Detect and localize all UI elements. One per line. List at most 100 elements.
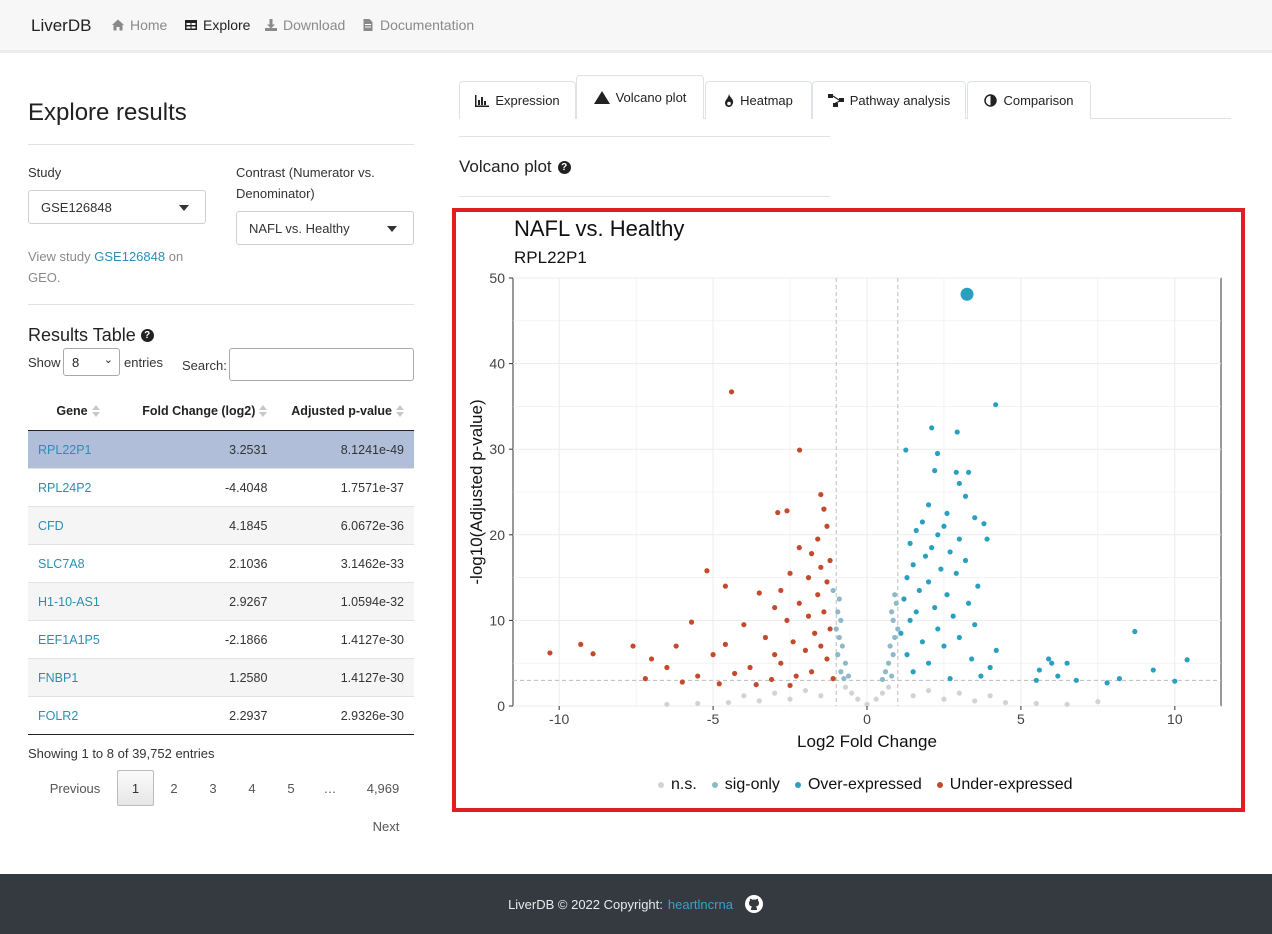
contrast-select-value: NAFL vs. Healthy xyxy=(249,221,350,236)
mountain-icon xyxy=(593,91,610,104)
pagination-page-5[interactable]: 5 xyxy=(287,780,295,796)
pagination-next[interactable]: Next xyxy=(372,818,400,834)
column-header-fold-change[interactable]: Fold Change (log2) xyxy=(128,391,278,431)
fold-change-cell: 1.2580 xyxy=(128,658,278,697)
nav-home-label: Home xyxy=(130,17,168,33)
tab-label: Volcano plot xyxy=(615,90,687,105)
table-row[interactable]: FOLR2 2.2937 2.9326e-30 xyxy=(28,696,414,735)
results-title-text: Results Table xyxy=(28,325,136,345)
fold-change-cell: 4.1845 xyxy=(128,506,278,545)
view-study-suffix: on xyxy=(168,249,184,264)
gene-link[interactable]: RPL24P2 xyxy=(38,480,92,495)
divider xyxy=(28,144,414,145)
p-value-cell: 8.1241e-49 xyxy=(277,430,414,469)
fold-change-cell: -4.4048 xyxy=(128,468,278,507)
tab-volcano-plot[interactable]: Volcano plot xyxy=(576,75,704,119)
tab-expression[interactable]: Expression xyxy=(459,81,576,119)
table-row[interactable]: FNBP1 1.2580 1.4127e-30 xyxy=(28,658,414,697)
p-value-cell: 2.9326e-30 xyxy=(277,696,414,735)
gene-link[interactable]: SLC7A8 xyxy=(38,556,85,571)
plot-title: NAFL vs. Healthy xyxy=(514,216,685,241)
table-row[interactable]: H1-10-AS1 2.9267 1.0594e-32 xyxy=(28,582,414,621)
nav-download[interactable]: Download xyxy=(264,17,345,33)
table-row[interactable]: SLC7A8 2.1036 3.1462e-33 xyxy=(28,544,414,583)
legend-label: n.s. xyxy=(671,776,697,793)
table-row[interactable]: EEF1A1P5 -2.1866 1.4127e-30 xyxy=(28,620,414,659)
network-icon xyxy=(827,94,844,107)
volcano-plot-panel xyxy=(452,208,1245,812)
legend-swatch-over-expressed xyxy=(794,782,801,788)
table-row[interactable]: RPL24P2 -4.4048 1.7571e-37 xyxy=(28,468,414,507)
nav-download-label: Download xyxy=(283,17,346,33)
column-header-gene[interactable]: Gene xyxy=(28,391,128,431)
tab-label: Expression xyxy=(495,93,560,108)
page-title: Explore results xyxy=(28,99,187,126)
p-value-cell: 1.4127e-30 xyxy=(277,620,414,659)
p-value-cell: 3.1462e-33 xyxy=(277,544,414,583)
table-row[interactable]: CFD 4.1845 6.0672e-36 xyxy=(28,506,414,545)
section-title: Volcano plot ? xyxy=(459,157,571,177)
fold-change-cell: 2.9267 xyxy=(128,582,278,621)
section-title-text: Volcano plot xyxy=(459,157,552,176)
view-study-line2: GEO. xyxy=(28,270,61,285)
gene-link[interactable]: CFD xyxy=(38,518,64,533)
pagination-page-3[interactable]: 3 xyxy=(209,780,217,796)
bar-chart-icon xyxy=(475,94,490,107)
download-icon xyxy=(265,19,277,31)
tab-comparison[interactable]: Comparison xyxy=(967,81,1091,119)
pagination-page-last[interactable]: 4,969 xyxy=(366,780,400,796)
fire-icon xyxy=(725,94,734,107)
contrast-label-line1: Contrast (Numerator vs. xyxy=(236,165,375,180)
fold-change-cell: 3.2531 xyxy=(128,430,278,469)
entries-length-select[interactable]: 8 ⌄ xyxy=(63,348,120,376)
show-label: Show xyxy=(28,355,61,370)
footer-link[interactable]: heartlncrna xyxy=(667,896,733,912)
study-select-value: GSE126848 xyxy=(41,200,112,215)
gene-link[interactable]: EEF1A1P5 xyxy=(38,632,100,647)
pagination-previous[interactable]: Previous xyxy=(49,780,101,796)
gene-link[interactable]: FOLR2 xyxy=(38,708,79,723)
home-icon xyxy=(112,19,124,31)
pagination-page-2[interactable]: 2 xyxy=(170,780,178,796)
nav-documentation[interactable]: Documentation xyxy=(361,17,474,33)
column-header-adjusted-p[interactable]: Adjusted p-value xyxy=(277,391,414,431)
column-header-label: Adjusted p-value xyxy=(291,403,392,418)
tab-heatmap[interactable]: Heatmap xyxy=(705,81,812,119)
pagination-page-1[interactable]: 1 xyxy=(117,770,154,806)
contrast-select[interactable]: NAFL vs. Healthy xyxy=(236,211,414,245)
legend-swatch-under-expressed xyxy=(936,782,943,788)
results-table-title: Results Table ? xyxy=(28,325,154,346)
search-input[interactable] xyxy=(229,348,414,381)
tab-pathway-analysis[interactable]: Pathway analysis xyxy=(812,81,966,119)
nav-home[interactable]: Home xyxy=(111,17,167,33)
help-icon[interactable]: ? xyxy=(140,329,154,342)
chevron-down-icon xyxy=(179,205,189,211)
brand-logo[interactable]: LiverDB xyxy=(31,16,92,35)
pagination-page-4[interactable]: 4 xyxy=(248,780,256,796)
tab-label: Heatmap xyxy=(740,93,793,108)
geo-study-link[interactable]: GSE126848 xyxy=(94,249,166,264)
gene-link[interactable]: H1-10-AS1 xyxy=(38,594,100,609)
gene-link[interactable]: RPL22P1 xyxy=(38,442,92,457)
tab-label: Pathway analysis xyxy=(849,93,951,108)
github-icon[interactable] xyxy=(744,894,764,914)
half-circle-icon xyxy=(984,94,998,107)
nav-explore[interactable]: Explore xyxy=(184,17,250,33)
view-study-text: View study GSE126848 on xyxy=(28,246,183,267)
plot-subtitle: RPL22P1 xyxy=(514,248,587,267)
view-study-prefix: View study xyxy=(28,249,91,264)
chevron-down-icon xyxy=(387,226,397,232)
p-value-cell: 1.4127e-30 xyxy=(277,658,414,697)
sort-icon xyxy=(259,405,268,418)
study-select[interactable]: GSE126848 xyxy=(28,190,206,224)
column-header-label: Fold Change (log2) xyxy=(142,403,256,418)
footer: LiverDB © 2022 Copyright: heartlncrna xyxy=(0,874,1272,934)
document-icon xyxy=(363,19,373,31)
help-icon[interactable]: ? xyxy=(557,160,571,174)
gene-link[interactable]: FNBP1 xyxy=(38,670,79,685)
nav-explore-label: Explore xyxy=(203,17,251,33)
table-row[interactable]: RPL22P1 3.2531 8.1241e-49 xyxy=(28,430,414,469)
fold-change-cell: 2.2937 xyxy=(128,696,278,735)
chevron-down-icon: ⌄ xyxy=(103,354,113,366)
entries-length-value: 8 xyxy=(72,355,80,370)
